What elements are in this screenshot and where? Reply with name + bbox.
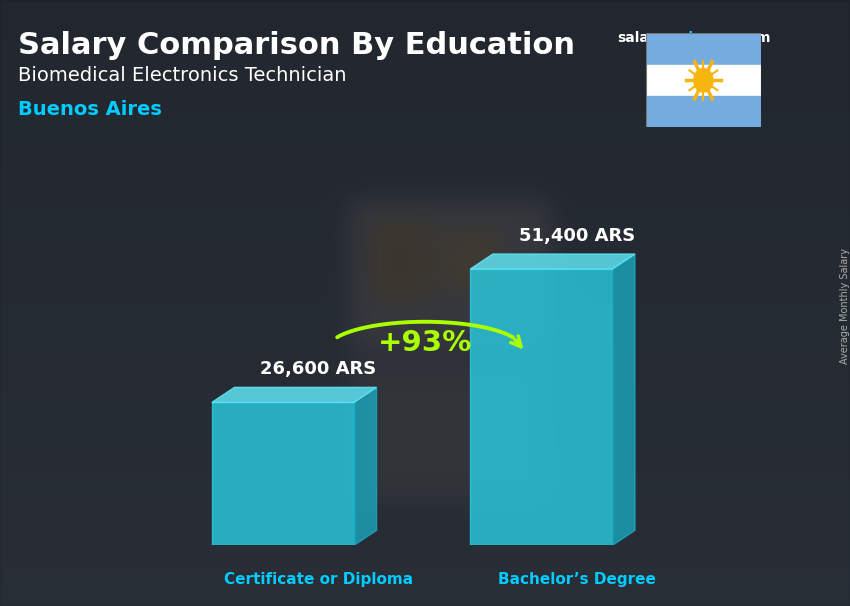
Text: Buenos Aires: Buenos Aires [18,100,162,119]
Text: +93%: +93% [377,329,473,358]
Circle shape [694,68,713,92]
Text: salary: salary [617,31,665,45]
Polygon shape [354,387,377,545]
Text: explorer: explorer [660,31,726,45]
Text: .com: .com [734,31,772,45]
Bar [646,96,761,127]
Bar [646,65,761,96]
Bar [212,402,354,545]
Text: Bachelor’s Degree: Bachelor’s Degree [498,572,655,587]
Polygon shape [470,254,635,269]
Polygon shape [612,254,635,545]
Text: Average Monthly Salary: Average Monthly Salary [840,248,850,364]
Text: 26,600 ARS: 26,600 ARS [260,360,377,378]
Bar [470,269,612,545]
Text: Biomedical Electronics Technician: Biomedical Electronics Technician [18,66,347,85]
Text: 51,400 ARS: 51,400 ARS [518,227,635,245]
Polygon shape [212,387,377,402]
Text: Certificate or Diploma: Certificate or Diploma [224,572,413,587]
Bar [646,33,761,65]
Text: Salary Comparison By Education: Salary Comparison By Education [18,31,575,60]
